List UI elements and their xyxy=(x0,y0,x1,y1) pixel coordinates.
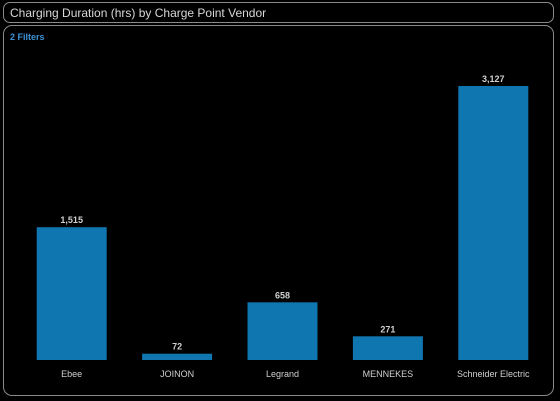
category-label-ebee: Ebee xyxy=(61,369,82,379)
bar-ebee[interactable] xyxy=(37,227,107,360)
category-label-joinon: JOINON xyxy=(160,369,194,379)
category-label-mennekes: MENNEKES xyxy=(363,369,414,379)
data-label-ebee: 1,515 xyxy=(60,215,83,225)
bar-mennekes[interactable] xyxy=(353,336,423,360)
category-label-schneider-electric: Schneider Electric xyxy=(457,369,530,379)
bar-schneider-electric[interactable] xyxy=(458,86,528,360)
category-label-legrand: Legrand xyxy=(266,369,299,379)
data-label-joinon: 72 xyxy=(172,342,182,352)
data-label-legrand: 658 xyxy=(275,290,290,300)
bar-joinon[interactable] xyxy=(142,354,212,360)
data-label-mennekes: 271 xyxy=(380,324,395,334)
data-label-schneider-electric: 3,127 xyxy=(482,74,505,84)
bar-legrand[interactable] xyxy=(248,302,318,360)
